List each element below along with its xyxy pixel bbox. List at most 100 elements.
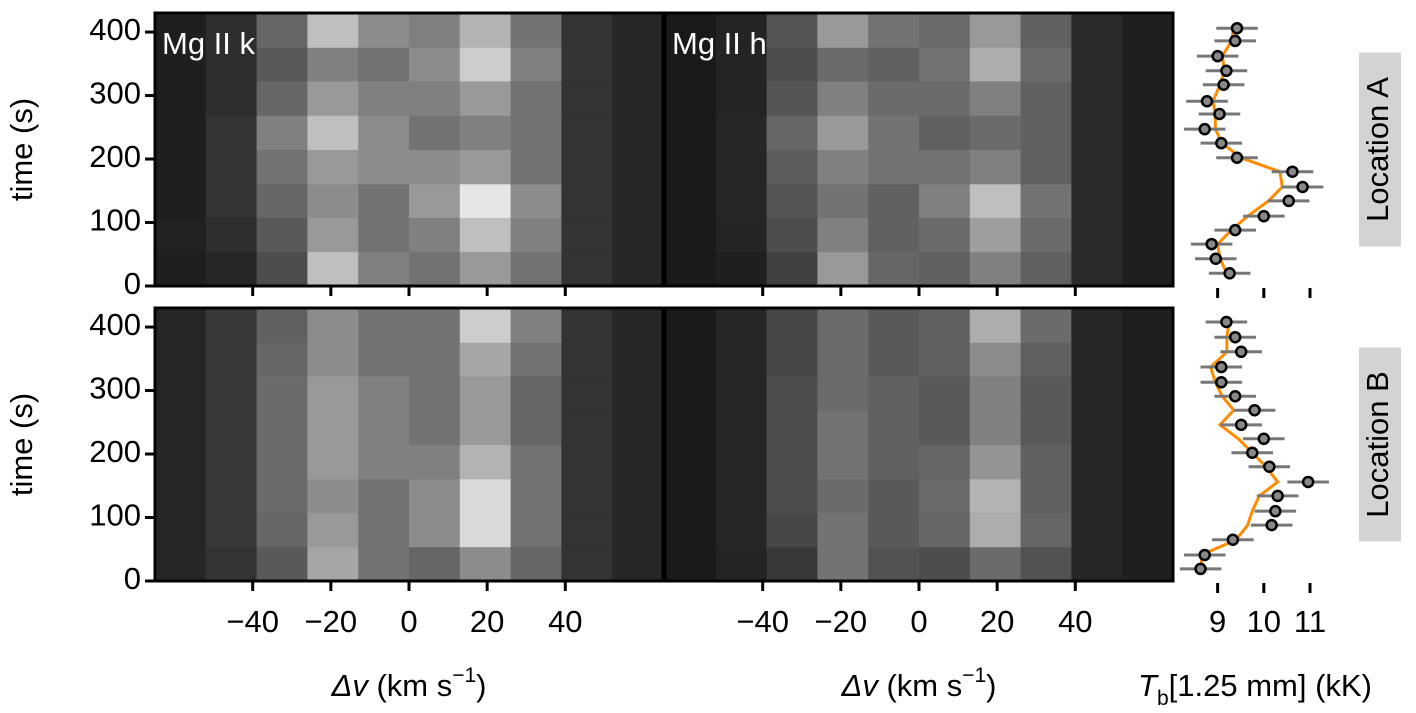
heatmap-cell bbox=[459, 13, 512, 48]
heatmap-cell bbox=[969, 444, 1022, 480]
heatmap-cell bbox=[1020, 115, 1072, 150]
heatmap-cell bbox=[510, 478, 562, 513]
heatmap-cell bbox=[205, 342, 258, 377]
heatmap-cell bbox=[459, 183, 512, 218]
data-point bbox=[1286, 165, 1299, 178]
data-point bbox=[1234, 345, 1248, 359]
data-point bbox=[1257, 432, 1271, 446]
heatmap-cell bbox=[561, 342, 613, 377]
heatmap-cell bbox=[358, 149, 410, 185]
heatmap-cell bbox=[969, 183, 1022, 218]
heatmap-cell bbox=[868, 444, 920, 480]
heatmap-cell bbox=[766, 478, 818, 513]
heatmap-cell bbox=[307, 251, 359, 287]
data-point bbox=[1198, 548, 1211, 562]
heatmap-cell bbox=[358, 410, 410, 445]
heatmap-cell bbox=[715, 47, 768, 82]
heatmap-cell bbox=[510, 375, 562, 411]
heatmap-cell bbox=[155, 410, 207, 445]
label-part: ) bbox=[986, 668, 996, 703]
data-point bbox=[1211, 49, 1224, 63]
data-point bbox=[1271, 489, 1284, 503]
heatmap-cell bbox=[1071, 478, 1123, 513]
heatmap-cell bbox=[256, 251, 308, 287]
heatmap-cell bbox=[715, 13, 768, 48]
heatmap-cell bbox=[307, 308, 359, 343]
heatmap-cell bbox=[612, 47, 664, 82]
heatmap-cell bbox=[868, 512, 920, 548]
heatmap-cell bbox=[205, 512, 258, 548]
heatmap-cell bbox=[205, 410, 258, 445]
heatmap-cell bbox=[919, 308, 971, 343]
heatmap-cell bbox=[561, 80, 613, 116]
data-point bbox=[1228, 330, 1242, 344]
heatmap-cell bbox=[155, 13, 207, 48]
heatmap-cell bbox=[1122, 512, 1174, 548]
heatmap-cell bbox=[612, 478, 664, 513]
heatmap-cell bbox=[919, 251, 971, 287]
label-part: (km s bbox=[368, 668, 452, 703]
heatmap-cell bbox=[817, 183, 869, 218]
heatmap-cell bbox=[510, 512, 562, 548]
x-tick-label: 40 bbox=[548, 604, 582, 639]
label-part: Δv bbox=[331, 668, 370, 703]
heatmap-cell bbox=[307, 342, 359, 377]
panel-title: Mg II k bbox=[162, 26, 256, 61]
heatmap-cell bbox=[205, 80, 258, 116]
heatmap-cell bbox=[612, 546, 664, 582]
heatmap-cell bbox=[561, 308, 613, 343]
heatmap-cell bbox=[1020, 478, 1072, 513]
heatmap-cell bbox=[205, 546, 258, 582]
y-tick-label: 100 bbox=[89, 203, 141, 238]
heatmap-cell bbox=[155, 342, 207, 377]
heatmap-cell bbox=[510, 308, 562, 343]
heatmap-cell bbox=[715, 375, 768, 411]
heatmap-cell bbox=[1122, 410, 1174, 445]
heatmap-cell bbox=[358, 183, 410, 218]
x-tick-label: −40 bbox=[736, 604, 789, 639]
heatmap-cell bbox=[766, 342, 818, 377]
label-box bbox=[1359, 347, 1401, 542]
heatmap-cell bbox=[561, 217, 613, 253]
y-axis-label: time (s) bbox=[4, 98, 39, 201]
data-point bbox=[1220, 64, 1233, 78]
heatmap-cell bbox=[459, 80, 512, 116]
heatmap-cell bbox=[868, 342, 920, 377]
heatmap-cell bbox=[459, 251, 512, 287]
heatmap-cell bbox=[307, 478, 359, 513]
heatmap-cell bbox=[358, 115, 410, 150]
heatmap-cell bbox=[665, 342, 717, 377]
heatmap-cell bbox=[155, 80, 207, 116]
heatmap-cell bbox=[409, 80, 461, 116]
heatmap-cell bbox=[715, 251, 768, 287]
heatmap-cell bbox=[358, 47, 410, 82]
heatmap-cell bbox=[205, 183, 258, 218]
heatmap-cell bbox=[612, 115, 664, 150]
heatmap-cell bbox=[817, 444, 869, 480]
heatmap-cell bbox=[307, 444, 359, 480]
heatmap-cell bbox=[358, 251, 410, 287]
data-point bbox=[1220, 315, 1233, 329]
heatmap-cell bbox=[155, 183, 207, 218]
heatmap-cell bbox=[1020, 375, 1072, 411]
heatmap-cell bbox=[307, 512, 359, 548]
heatmap-cell bbox=[561, 183, 613, 218]
label-part: Δv bbox=[841, 668, 880, 703]
heatmap-cell bbox=[307, 149, 359, 185]
heatmap-cell bbox=[256, 512, 308, 548]
heatmap-cell bbox=[459, 546, 512, 582]
heatmap-cell bbox=[358, 444, 410, 480]
heatmap-cell bbox=[561, 149, 613, 185]
fit-line bbox=[1199, 321, 1280, 569]
label-part: −1 bbox=[452, 664, 476, 687]
heatmap-cell bbox=[1122, 546, 1174, 582]
heatmap-cell bbox=[358, 342, 410, 377]
label-part: ) bbox=[476, 668, 486, 703]
heatmap-cell bbox=[919, 13, 971, 48]
label-box bbox=[1359, 52, 1401, 247]
heatmap-cell bbox=[817, 546, 869, 582]
x-tick-label: −20 bbox=[815, 604, 868, 639]
y-tick-label: 0 bbox=[124, 266, 141, 301]
heatmap-cell bbox=[919, 80, 971, 116]
heatmap-cell bbox=[459, 115, 512, 150]
